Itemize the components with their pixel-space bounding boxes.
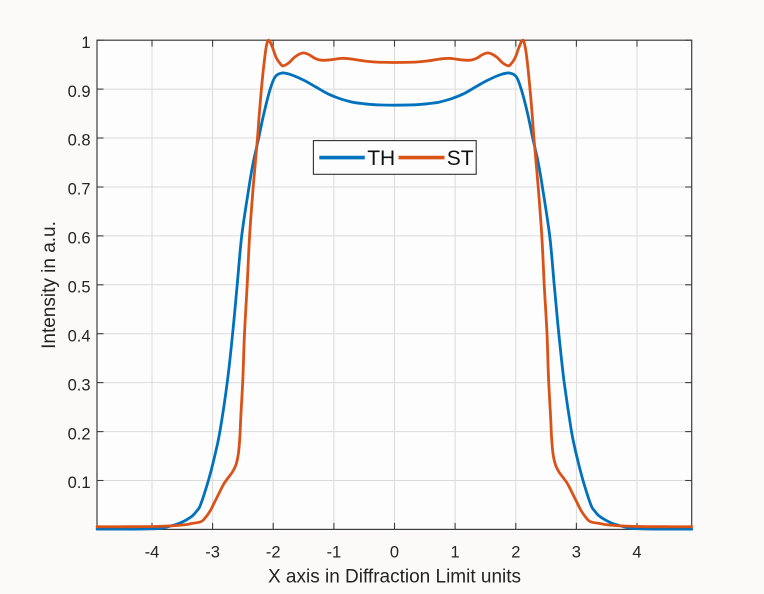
svg-text:0: 0	[390, 544, 399, 562]
svg-text:0.9: 0.9	[68, 83, 91, 101]
svg-text:0.2: 0.2	[68, 425, 91, 443]
svg-text:Intensity in a.u.: Intensity in a.u.	[39, 221, 60, 349]
svg-text:-3: -3	[205, 544, 220, 562]
svg-text:0.6: 0.6	[68, 230, 91, 248]
svg-text:-1: -1	[327, 544, 342, 562]
svg-text:0.8: 0.8	[68, 132, 91, 150]
svg-text:1: 1	[451, 544, 460, 562]
svg-text:4: 4	[632, 544, 641, 562]
svg-text:1: 1	[81, 34, 90, 52]
svg-text:0.3: 0.3	[68, 376, 91, 394]
svg-text:ST: ST	[447, 147, 474, 170]
svg-text:0.5: 0.5	[68, 279, 91, 297]
svg-text:X axis in Diffraction Limit un: X axis in Diffraction Limit units	[268, 567, 521, 588]
svg-text:0.7: 0.7	[68, 181, 91, 199]
svg-text:-4: -4	[145, 544, 160, 562]
svg-text:0.4: 0.4	[68, 327, 91, 345]
svg-text:2: 2	[511, 544, 520, 562]
svg-text:-2: -2	[266, 544, 281, 562]
svg-text:3: 3	[572, 544, 581, 562]
svg-text:0.1: 0.1	[68, 474, 91, 492]
svg-text:TH: TH	[367, 147, 395, 170]
